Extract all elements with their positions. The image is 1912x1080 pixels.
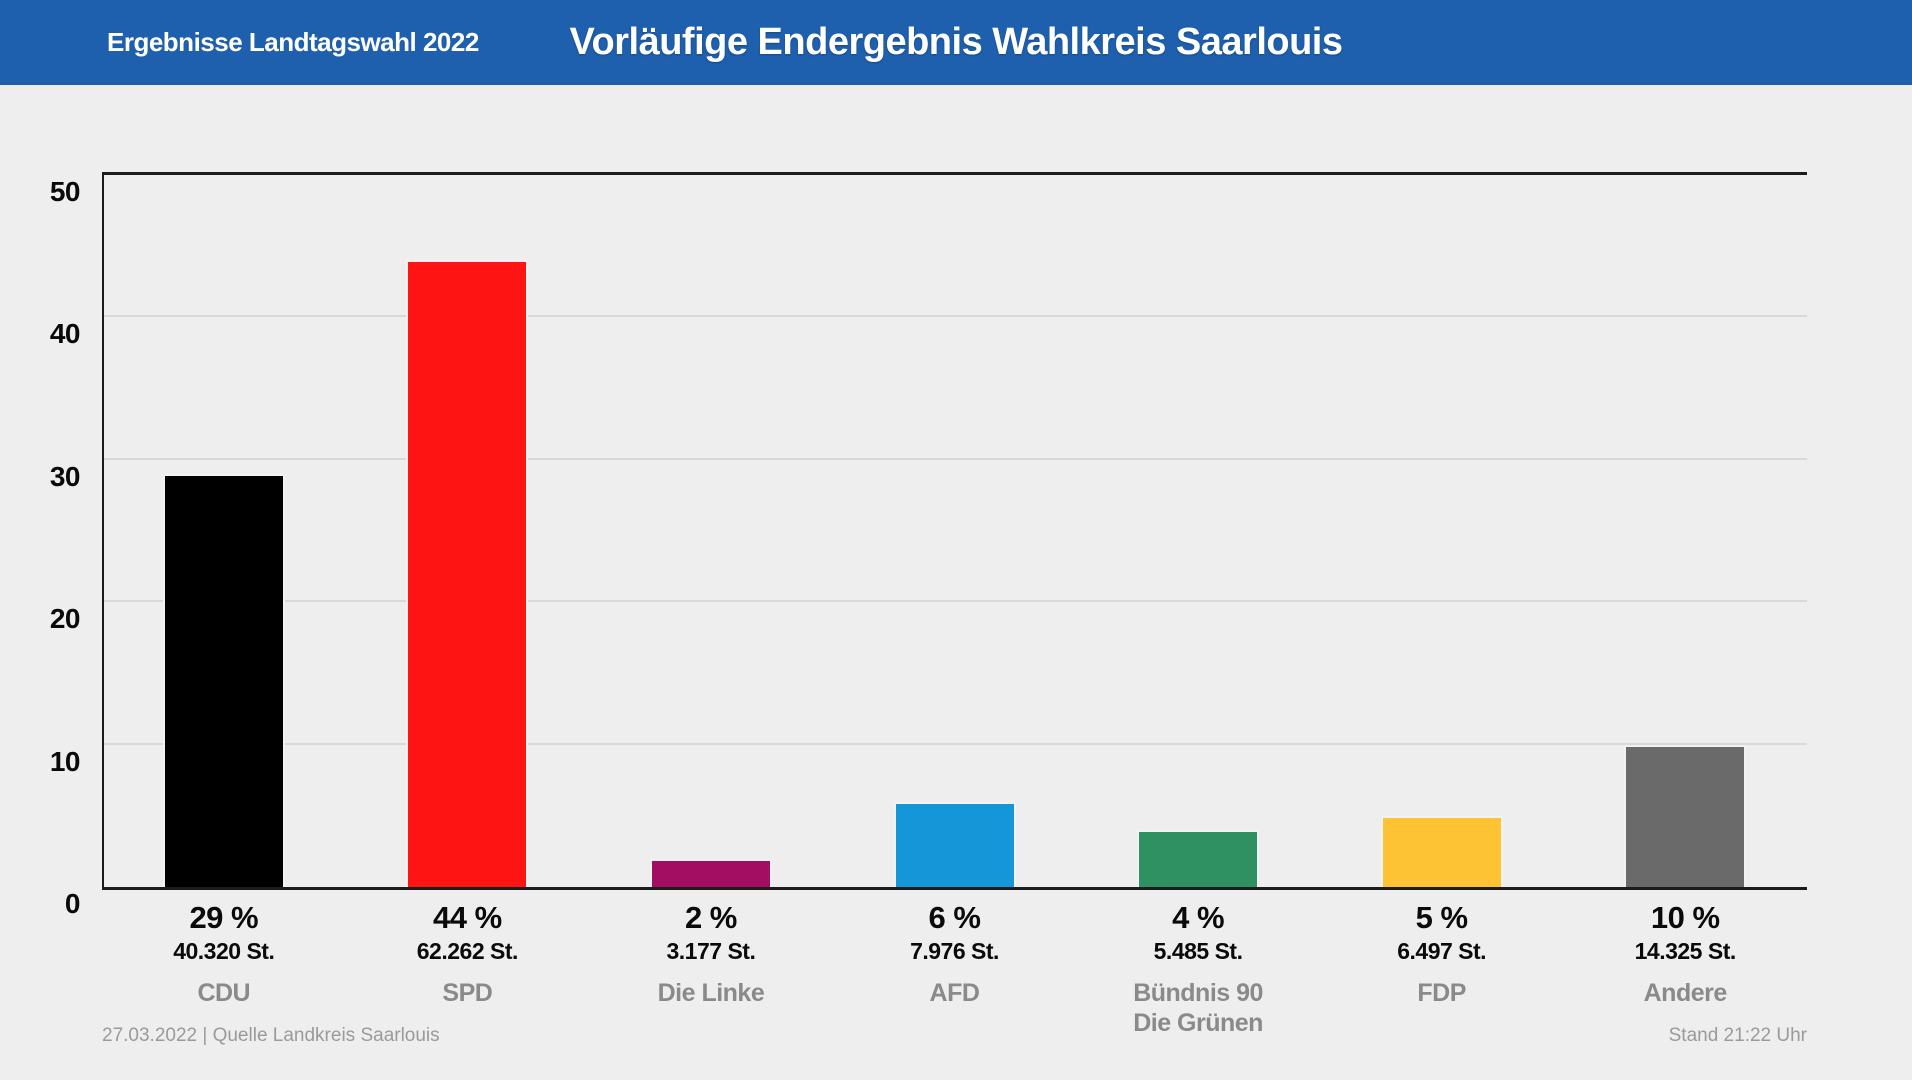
gridlines bbox=[104, 175, 1807, 887]
header-subtitle: Ergebnisse Landtagswahl 2022 bbox=[107, 27, 479, 57]
source-note: 27.03.2022 | Quelle Landkreis Saarlouis bbox=[102, 1025, 440, 1046]
x-axis-labels: 29 % 40.320 St. CDU 44 % 62.262 St. SPD 2 % 3.1… bbox=[102, 892, 1807, 1042]
percent-label: 2 % bbox=[684, 900, 737, 935]
bar-cdu bbox=[162, 474, 285, 887]
gridline-20 bbox=[104, 600, 1807, 603]
percent-label: 5 % bbox=[1415, 900, 1468, 935]
votes-label: 3.177 St. bbox=[666, 938, 756, 964]
bar-andere bbox=[1624, 744, 1747, 887]
party-name-label: Die Linke bbox=[657, 979, 765, 1007]
page-title: Vorläufige Endergebnis Wahlkreis Saarlou… bbox=[569, 21, 1344, 63]
timestamp-note: Stand 21:22 Uhr bbox=[1668, 1025, 1807, 1046]
y-axis-labels: 0 10 20 30 40 50 bbox=[0, 175, 81, 920]
bar-die-linke bbox=[649, 858, 772, 887]
votes-label: 7.976 St. bbox=[910, 938, 999, 964]
bar-label-group-fdp: 5 % 6.497 St. FDP bbox=[1312, 892, 1572, 1008]
gridline-10 bbox=[104, 742, 1807, 745]
bar-fdp bbox=[1380, 815, 1503, 887]
y-tick-label-20: 20 bbox=[49, 603, 81, 635]
y-tick-label-40: 40 bbox=[49, 318, 81, 350]
bars-container bbox=[102, 175, 1807, 887]
y-tick-label-10: 10 bbox=[49, 745, 81, 777]
bar-label-group-spd: 44 % 62.262 St. SPD bbox=[337, 892, 597, 1008]
x-axis-line bbox=[102, 887, 1807, 890]
bar-b-ndnis-90-die-gr-nen bbox=[1137, 830, 1260, 887]
bar-label-group-afd: 6 % 7.976 St. AFD bbox=[825, 892, 1085, 1008]
party-name-label: Andere bbox=[1643, 979, 1728, 1007]
y-tick-label-0: 0 bbox=[64, 888, 81, 919]
bar-afd bbox=[893, 801, 1016, 887]
votes-label: 6.497 St. bbox=[1397, 938, 1487, 964]
votes-label: 14.325 St. bbox=[1634, 938, 1737, 964]
percent-label: 4 % bbox=[1172, 900, 1225, 935]
y-tick-label-30: 30 bbox=[49, 460, 81, 492]
party-name-label: SPD bbox=[442, 979, 493, 1007]
header-bar: Ergebnisse Landtagswahl 2022 Vorläufige … bbox=[0, 0, 1912, 85]
party-name-label: Bündnis 90 Die Grünen bbox=[1133, 979, 1263, 1037]
percent-label: 29 % bbox=[189, 900, 259, 935]
bar-spd bbox=[406, 260, 529, 887]
bar-label-group-die-linke: 2 % 3.177 St. Die Linke bbox=[581, 892, 841, 1008]
gridline-30 bbox=[104, 457, 1807, 460]
party-name-label: CDU bbox=[197, 979, 251, 1007]
y-tick-label-50: 50 bbox=[49, 176, 81, 207]
y-axis-line bbox=[102, 172, 104, 890]
percent-label: 6 % bbox=[928, 900, 981, 935]
votes-label: 62.262 St. bbox=[416, 938, 519, 964]
votes-label: 40.320 St. bbox=[173, 938, 275, 964]
bar-label-group-andere: 10 % 14.325 St. Andere bbox=[1555, 892, 1815, 1008]
bar-label-group-b-ndnis-90-die-gr-nen: 4 % 5.485 St. Bündnis 90 Die Grünen bbox=[1068, 892, 1328, 1038]
party-name-label: AFD bbox=[929, 979, 980, 1007]
bar-label-group-cdu: 29 % 40.320 St. CDU bbox=[94, 892, 354, 1008]
percent-label: 10 % bbox=[1650, 900, 1720, 935]
votes-label: 5.485 St. bbox=[1153, 938, 1243, 964]
plot-top-border bbox=[102, 172, 1807, 175]
percent-label: 44 % bbox=[433, 900, 502, 935]
party-name-label: FDP bbox=[1417, 979, 1466, 1007]
gridline-40 bbox=[104, 315, 1807, 318]
